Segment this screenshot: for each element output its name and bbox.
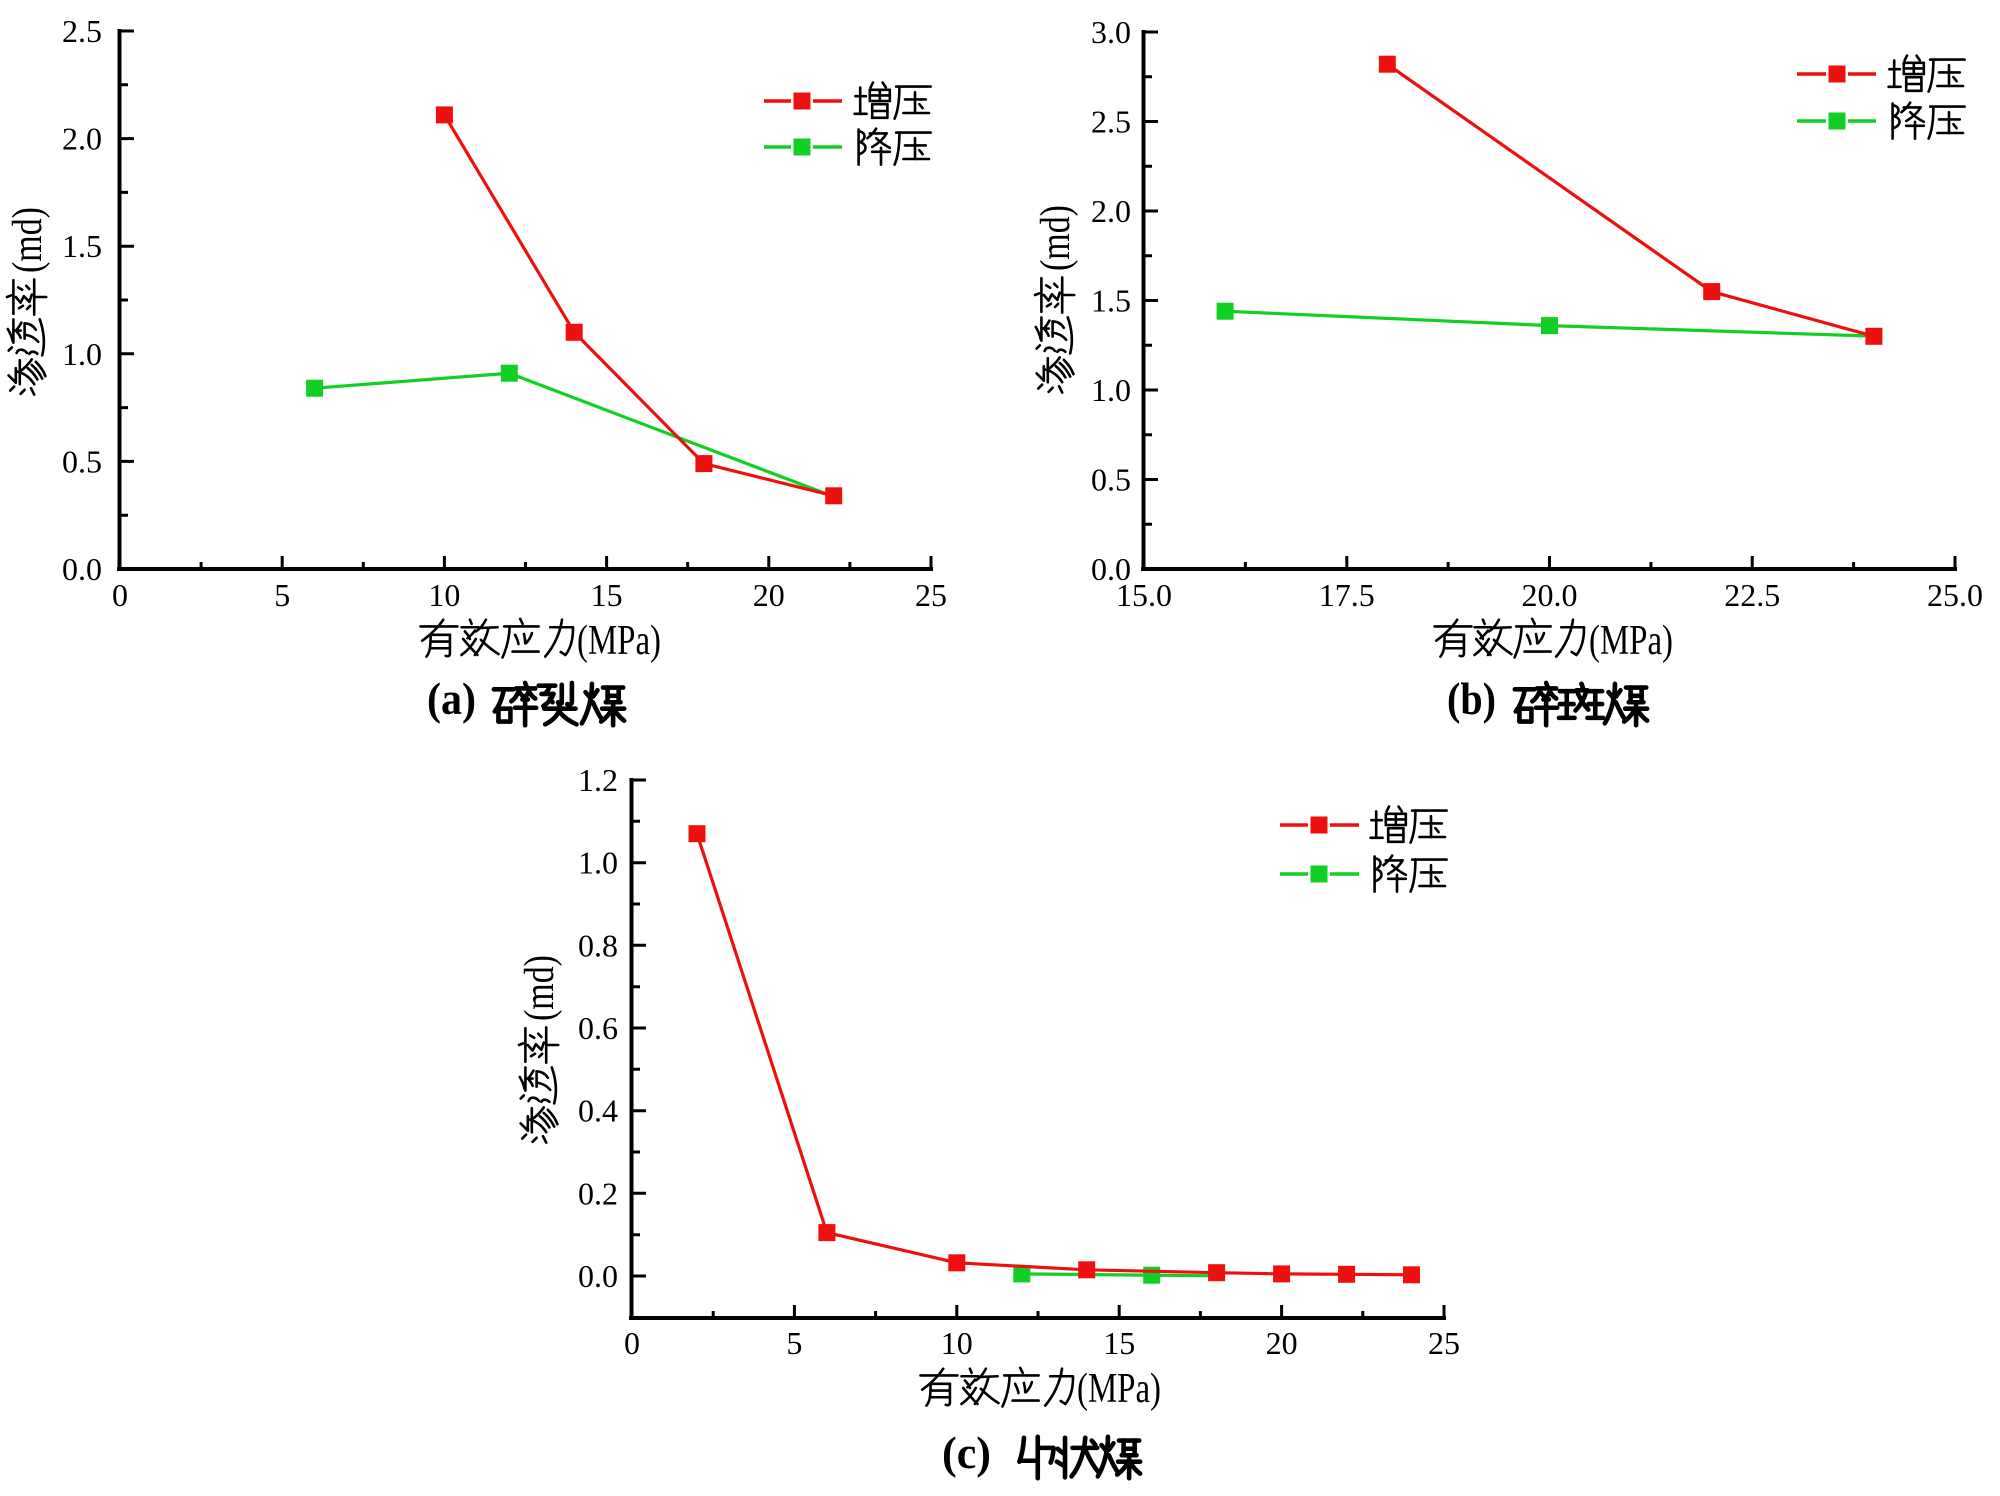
svg-text:(md): (md) — [1033, 205, 1079, 271]
svg-text:1.0: 1.0 — [62, 336, 102, 372]
svg-text:15.0: 15.0 — [1116, 577, 1172, 613]
svg-text:1.0: 1.0 — [578, 845, 618, 881]
svg-text:1.5: 1.5 — [62, 228, 102, 264]
svg-text:25: 25 — [915, 577, 947, 613]
svg-text:10: 10 — [941, 1325, 973, 1361]
svg-text:20.0: 20.0 — [1522, 577, 1578, 613]
svg-text:25.0: 25.0 — [1927, 577, 1983, 613]
svg-text:(MPa): (MPa) — [1589, 618, 1673, 664]
svg-text:15: 15 — [591, 577, 623, 613]
svg-text:3.0: 3.0 — [1091, 14, 1131, 50]
svg-text:(md): (md) — [517, 955, 563, 1021]
svg-text:5: 5 — [274, 577, 290, 613]
svg-text:0: 0 — [112, 577, 128, 613]
svg-text:0: 0 — [624, 1325, 640, 1361]
svg-text:0.5: 0.5 — [62, 443, 102, 479]
svg-text:0.6: 0.6 — [578, 1010, 618, 1046]
svg-text:17.5: 17.5 — [1319, 577, 1375, 613]
svg-text:2.0: 2.0 — [1091, 193, 1131, 229]
svg-text:0.4: 0.4 — [578, 1093, 618, 1129]
svg-text:10: 10 — [428, 577, 460, 613]
svg-text:0.8: 0.8 — [578, 927, 618, 963]
svg-text:5: 5 — [786, 1325, 802, 1361]
svg-text:0.0: 0.0 — [62, 551, 102, 587]
svg-text:0.0: 0.0 — [1091, 551, 1131, 587]
svg-text:2.5: 2.5 — [1091, 104, 1131, 140]
svg-text:(b): (b) — [1447, 673, 1496, 724]
svg-text:(a): (a) — [427, 673, 476, 724]
svg-text:0.2: 0.2 — [578, 1175, 618, 1211]
svg-text:15: 15 — [1103, 1325, 1135, 1361]
svg-text:2.0: 2.0 — [62, 121, 102, 157]
svg-text:1.2: 1.2 — [578, 762, 618, 798]
svg-text:(MPa): (MPa) — [1077, 1366, 1161, 1412]
svg-text:2.5: 2.5 — [62, 13, 102, 49]
svg-text:1.0: 1.0 — [1091, 372, 1131, 408]
svg-text:20: 20 — [1266, 1325, 1298, 1361]
svg-text:0.5: 0.5 — [1091, 462, 1131, 498]
svg-text:(md): (md) — [5, 207, 51, 273]
svg-text:(c): (c) — [942, 1427, 991, 1478]
svg-text:0.0: 0.0 — [578, 1258, 618, 1294]
svg-text:1.5: 1.5 — [1091, 283, 1131, 319]
svg-text:(MPa): (MPa) — [577, 618, 661, 664]
svg-text:22.5: 22.5 — [1724, 577, 1780, 613]
svg-text:20: 20 — [753, 577, 785, 613]
svg-text:25: 25 — [1428, 1325, 1460, 1361]
